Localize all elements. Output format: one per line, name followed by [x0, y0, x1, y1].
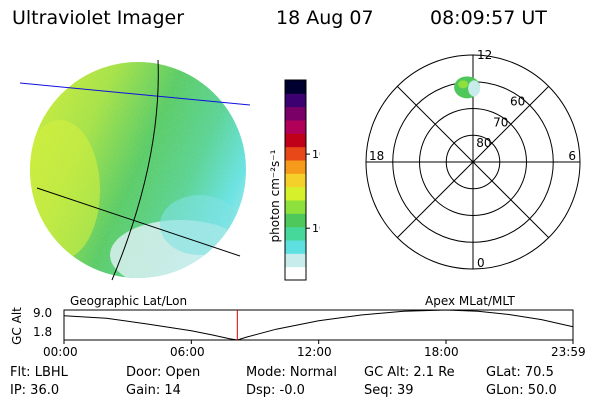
polar-mlt-label: 18 [369, 149, 384, 163]
x-tick-2: 12:00 [297, 345, 332, 359]
image-time: 08:09:57 UT [430, 7, 547, 29]
polar-mlt-label: 6 [568, 149, 576, 163]
polar-mlt-spoke [396, 161, 474, 239]
polar-lat-label: 60 [510, 95, 525, 109]
colorbar-band [285, 213, 306, 228]
gc-alt-axis-label: GC Alt [10, 307, 24, 345]
colorbar-band [285, 146, 306, 161]
polar-lat-label: 70 [493, 115, 508, 129]
polar-mlt-spoke [472, 85, 550, 163]
horizon-line [19, 82, 251, 106]
colorbar-band [285, 226, 306, 241]
colorbar-band [285, 106, 306, 121]
colorbar-band [285, 133, 306, 148]
polar-mlt-spoke [396, 85, 474, 163]
colorbar-band [285, 160, 306, 174]
app-title: Ultraviolet Imager [12, 7, 185, 29]
x-tick-1: 06:00 [170, 345, 205, 359]
geographic-image-panel [19, 59, 251, 281]
colorbar-band [285, 200, 306, 214]
latitude-line [36, 187, 241, 257]
colorbar-ticks: 100 10 [306, 148, 320, 235]
polar-aurora-region [454, 76, 481, 99]
colorbar-band [285, 253, 306, 268]
info-glat: GLat: 70.5 [486, 365, 554, 380]
y-tick-max: 9.0 [33, 306, 53, 320]
polar-mlt-label: 0 [477, 256, 485, 270]
longitude-line [111, 59, 159, 281]
geographic-label: Geographic Lat/Lon [70, 294, 188, 308]
colorbar-band [285, 173, 306, 188]
colorbar-label: photon cm⁻²s⁻¹ [268, 149, 282, 243]
info-mode: Mode: Normal [246, 365, 337, 380]
colorbar-band [285, 266, 306, 281]
colorbar-band [285, 120, 306, 134]
image-date: 18 Aug 07 [276, 7, 374, 29]
x-tick-3: 18:00 [424, 345, 459, 359]
polar-lat-label: 80 [476, 136, 491, 150]
auroral-image-disc [30, 62, 246, 278]
x-tick-0: 00:00 [43, 345, 78, 359]
x-tick-4: 23:59 [551, 345, 586, 359]
colorbar: 100 10 [284, 79, 320, 281]
info-gain: Gain: 14 [126, 383, 181, 398]
colorbar-band [285, 240, 306, 254]
polar-mlt-label: 12 [477, 48, 492, 62]
gc-alt-series-line [63, 309, 574, 341]
gc-alt-chart [63, 309, 574, 344]
info-gcalt: GC Alt: 2.1 Re [364, 365, 455, 380]
info-dsp: Dsp: -0.0 [246, 383, 305, 398]
info-glon: GLon: 50.0 [486, 383, 557, 398]
aurora-patch-core [458, 80, 469, 89]
colorbar-band [285, 186, 306, 201]
colorbar-tick-label: 10 [312, 222, 320, 235]
colorbar-band [285, 80, 306, 94]
colorbar-bands [285, 80, 306, 281]
aurora-patch-edge [468, 80, 481, 97]
info-ip: IP: 36.0 [10, 383, 60, 398]
colorbar-band [285, 93, 306, 108]
chart-frame [63, 309, 574, 341]
colorbar-tick-label: 100 [312, 148, 320, 161]
info-seq: Seq: 39 [364, 383, 414, 398]
info-door: Door: Open [126, 365, 201, 380]
polar-mlt-spoke [472, 161, 550, 239]
y-tick-min: 1.8 [33, 325, 53, 339]
info-flt: Flt: LBHL [10, 365, 68, 380]
apex-label: Apex MLat/MLT [425, 294, 515, 308]
